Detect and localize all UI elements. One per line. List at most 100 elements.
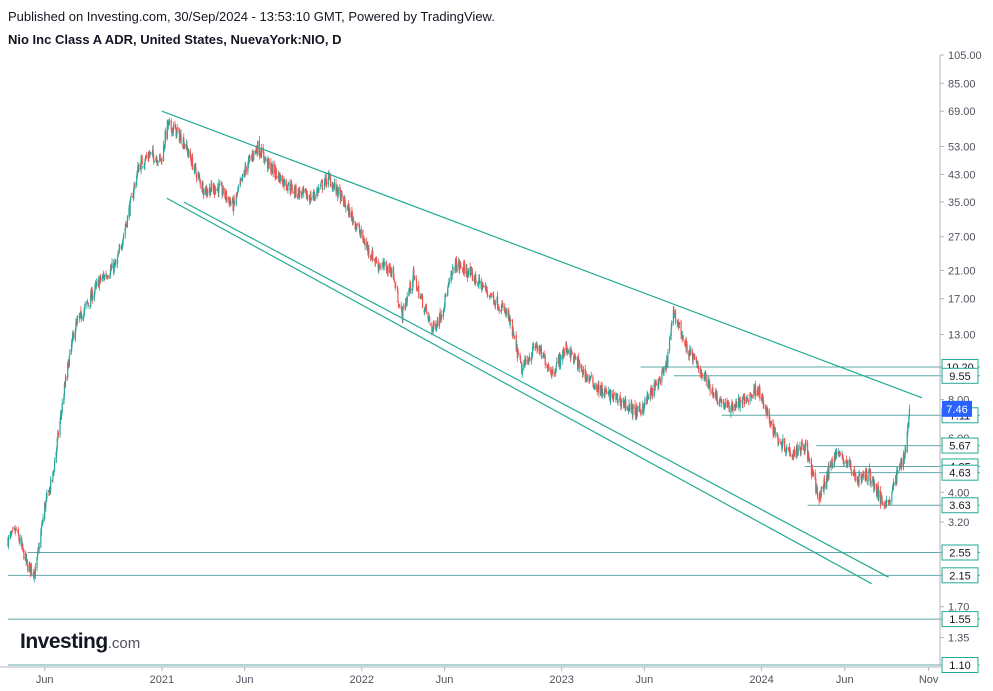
candle-body — [651, 388, 654, 397]
candle-body — [324, 176, 326, 183]
candle-body — [199, 179, 201, 186]
candle-body — [654, 382, 656, 387]
candle-body — [562, 350, 564, 361]
candle-body — [838, 452, 840, 454]
candle-body — [808, 457, 810, 460]
candle-body — [602, 393, 604, 395]
candle-body — [355, 224, 357, 228]
upper-trendline[interactable] — [161, 110, 923, 399]
candle-body — [46, 493, 48, 499]
candle-body — [354, 221, 356, 229]
candle-body — [310, 198, 312, 200]
candle-body — [389, 265, 391, 270]
channel-line-2[interactable] — [183, 201, 889, 578]
candle-body — [781, 441, 783, 449]
candle-body — [25, 553, 27, 562]
candle-body — [708, 379, 711, 387]
candle-body — [52, 471, 54, 479]
candle-body — [130, 196, 132, 198]
candle-body — [444, 294, 447, 298]
candle-body — [233, 200, 235, 212]
candle-body — [109, 268, 112, 275]
candle-body — [59, 420, 61, 435]
candle-body — [712, 386, 714, 396]
candle-body — [404, 302, 407, 307]
candle-body — [539, 345, 541, 354]
candle-body — [506, 310, 508, 315]
candle-body — [103, 275, 105, 281]
candle-body — [749, 393, 751, 402]
candle-body — [404, 306, 406, 309]
candle-body — [323, 182, 326, 188]
candle-body — [880, 496, 882, 504]
candle-body — [63, 384, 66, 397]
level-label-box — [941, 464, 979, 481]
candle-body — [317, 187, 320, 193]
candle-body — [79, 312, 81, 318]
candle-body — [489, 294, 492, 296]
candle-body — [611, 390, 613, 397]
candle-body — [316, 190, 318, 197]
candle-body — [556, 361, 558, 365]
candle-body — [207, 191, 209, 193]
candle-body — [385, 264, 388, 271]
candle-body — [887, 501, 889, 502]
candle-body — [770, 420, 773, 425]
candle-body — [815, 478, 817, 493]
candle-body — [159, 155, 161, 157]
candle-body — [846, 462, 849, 465]
candle-body — [408, 290, 410, 296]
candle-body — [260, 147, 263, 158]
candle-body — [424, 308, 426, 313]
candle-body — [202, 194, 205, 196]
candle-body — [98, 280, 101, 287]
candle-body — [502, 306, 504, 308]
candle-body — [156, 158, 158, 164]
candle-body — [129, 200, 131, 216]
candle-body — [359, 232, 361, 234]
candle-body — [56, 447, 58, 454]
candle-body — [489, 296, 491, 297]
candle-body — [349, 208, 351, 218]
candle-body — [782, 438, 784, 444]
candle-body — [742, 397, 745, 399]
candle-body — [758, 391, 760, 394]
candle-body — [881, 502, 884, 504]
candle-body — [461, 269, 464, 270]
candle-body — [263, 151, 265, 159]
y-tick-label: 1.70 — [948, 602, 969, 614]
level-label-box — [941, 437, 979, 454]
candle-body — [80, 310, 82, 312]
channel-line-1[interactable] — [166, 197, 872, 585]
horizontal-levels-layer — [8, 366, 980, 666]
candle-body — [876, 490, 878, 498]
candle-body — [84, 306, 86, 311]
candle-body — [705, 373, 707, 380]
candle-body — [82, 316, 85, 319]
candle-body — [40, 527, 43, 534]
candle-body — [344, 196, 346, 204]
last-price-label: 7.46 — [946, 404, 967, 416]
candle-body — [820, 495, 822, 499]
candle-body — [766, 411, 769, 416]
candle-body — [777, 435, 779, 444]
candle-body — [690, 349, 692, 354]
candle-body — [613, 392, 615, 395]
candle-body — [508, 314, 510, 319]
candle-body — [153, 161, 155, 163]
candle-body — [598, 385, 600, 394]
candle-body — [435, 328, 437, 331]
candle-body — [243, 172, 245, 177]
candle-body — [866, 479, 868, 482]
candle-body — [34, 567, 36, 575]
candle-body — [891, 492, 893, 502]
candle-body — [639, 404, 641, 410]
candle-body — [247, 164, 249, 173]
candle-body — [747, 398, 749, 400]
candle-body — [132, 193, 135, 199]
candle-body — [769, 417, 771, 424]
candle-body — [220, 184, 223, 186]
candle-body — [418, 285, 420, 298]
candle-body — [903, 454, 905, 459]
